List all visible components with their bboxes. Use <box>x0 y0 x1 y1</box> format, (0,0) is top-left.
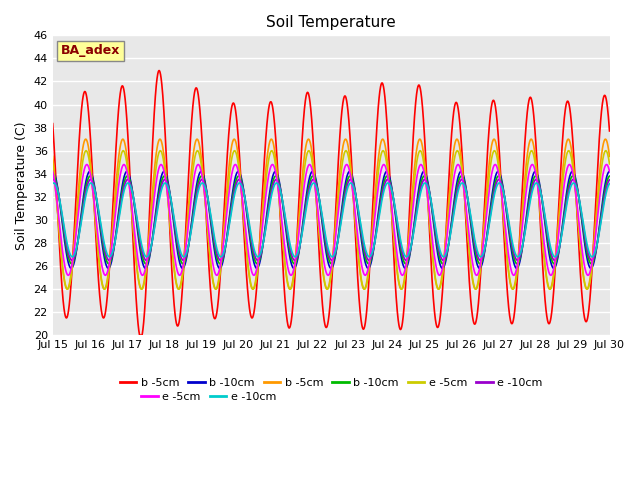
e -10cm <box>605 181 613 187</box>
b -5cm <box>145 212 153 217</box>
b -10cm <box>113 229 120 235</box>
e -10cm <box>145 252 153 257</box>
b -10cm <box>605 168 613 174</box>
b -10cm <box>535 177 543 182</box>
e -5cm <box>287 272 294 278</box>
e -5cm <box>262 188 270 194</box>
b -10cm <box>49 168 56 174</box>
b -10cm <box>605 173 613 179</box>
Line: b -5cm: b -5cm <box>52 71 609 335</box>
e -10cm <box>287 243 294 249</box>
e -10cm <box>605 177 613 183</box>
e -5cm <box>595 204 603 209</box>
b -5cm <box>145 227 153 233</box>
b -5cm <box>605 128 613 134</box>
Y-axis label: Soil Temperature (C): Soil Temperature (C) <box>15 121 28 250</box>
e -10cm <box>113 230 120 236</box>
e -10cm <box>145 250 153 255</box>
b -5cm <box>535 190 543 196</box>
e -10cm <box>49 177 56 183</box>
b -5cm <box>287 286 294 291</box>
b -10cm <box>262 218 270 224</box>
b -10cm <box>49 173 57 179</box>
Text: BA_adex: BA_adex <box>61 44 120 57</box>
b -10cm <box>287 257 294 263</box>
b -5cm <box>63 286 71 292</box>
e -10cm <box>535 181 543 187</box>
e -10cm <box>595 231 603 237</box>
b -5cm <box>595 142 603 148</box>
b -5cm <box>49 154 56 159</box>
b -5cm <box>136 332 143 338</box>
b -5cm <box>262 161 270 167</box>
b -5cm <box>113 142 120 148</box>
b -10cm <box>595 229 603 235</box>
b -5cm <box>287 322 294 327</box>
b -5cm <box>156 68 163 73</box>
e -5cm <box>603 162 611 168</box>
e -10cm <box>595 232 603 238</box>
e -10cm <box>535 183 543 189</box>
e -5cm <box>287 286 294 292</box>
b -10cm <box>49 173 56 179</box>
e -5cm <box>113 202 120 207</box>
b -10cm <box>262 215 270 221</box>
e -10cm <box>588 257 595 263</box>
e -10cm <box>262 220 270 226</box>
b -5cm <box>602 136 609 142</box>
e -10cm <box>588 254 596 260</box>
b -5cm <box>595 180 603 185</box>
Line: b -10cm: b -10cm <box>52 171 609 268</box>
e -10cm <box>262 222 270 228</box>
Line: e -10cm: e -10cm <box>52 180 609 260</box>
e -5cm <box>605 161 613 167</box>
b -10cm <box>113 228 120 233</box>
e -5cm <box>605 168 613 174</box>
b -5cm <box>535 194 543 200</box>
b -5cm <box>49 121 56 127</box>
e -10cm <box>49 181 56 187</box>
b -10cm <box>595 229 603 235</box>
b -5cm <box>263 125 271 131</box>
e -5cm <box>64 286 72 292</box>
b -5cm <box>605 154 613 159</box>
e -10cm <box>287 248 294 253</box>
b -5cm <box>113 177 120 183</box>
Line: b -10cm: b -10cm <box>52 176 609 264</box>
Line: e -10cm: e -10cm <box>52 183 609 257</box>
e -5cm <box>535 192 543 197</box>
e -5cm <box>145 236 153 242</box>
b -10cm <box>67 265 75 271</box>
e -5cm <box>595 192 603 197</box>
b -10cm <box>535 179 543 185</box>
Line: e -5cm: e -5cm <box>52 165 609 276</box>
b -10cm <box>145 253 153 259</box>
e -5cm <box>65 273 72 278</box>
b -10cm <box>145 255 153 261</box>
e -10cm <box>50 180 58 186</box>
e -5cm <box>49 161 56 167</box>
b -10cm <box>588 261 595 266</box>
e -5cm <box>49 168 56 174</box>
b -10cm <box>287 252 294 258</box>
e -5cm <box>262 174 270 180</box>
Line: e -5cm: e -5cm <box>52 151 609 289</box>
e -5cm <box>535 193 543 199</box>
Title: Soil Temperature: Soil Temperature <box>266 15 396 30</box>
e -5cm <box>113 189 120 195</box>
e -10cm <box>113 231 120 237</box>
e -5cm <box>145 239 153 244</box>
e -10cm <box>49 177 57 182</box>
Legend: e -5cm, e -10cm: e -5cm, e -10cm <box>137 387 280 406</box>
e -5cm <box>602 148 610 154</box>
Line: b -5cm: b -5cm <box>52 139 609 289</box>
